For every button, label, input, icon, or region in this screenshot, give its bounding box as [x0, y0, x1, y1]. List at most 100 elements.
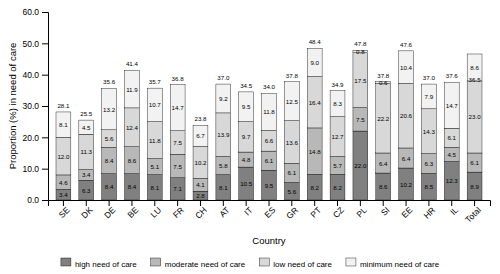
- bar-segment: [170, 131, 185, 155]
- tick: 60.0: [22, 7, 48, 17]
- data-label: 7.1: [173, 185, 182, 192]
- bar-segment: [467, 153, 482, 172]
- axis-line: [42, 13, 49, 201]
- data-label: 9.2: [219, 95, 228, 102]
- legend: high need of caremoderate need of carelo…: [61, 258, 440, 269]
- data-label: 4.6: [59, 179, 68, 186]
- total-label: 37.8: [286, 72, 299, 79]
- data-label: 5.1: [150, 163, 159, 170]
- tick: 40.0: [22, 70, 48, 80]
- tick-label: 20.0: [22, 133, 39, 143]
- data-label: 6.4: [379, 160, 388, 167]
- data-label: 4.5: [447, 151, 456, 158]
- tick-label: PL: [354, 205, 369, 220]
- y-axis-title: Proportion (%) in need of care: [7, 43, 18, 170]
- bar-segment: [330, 117, 345, 157]
- total-label: 23.8: [194, 115, 207, 122]
- total-label: 37.8: [377, 72, 390, 79]
- tick-label: Total: [463, 205, 483, 225]
- data-label: 9.5: [242, 103, 251, 110]
- bar-segment: [56, 189, 71, 200]
- bar-segment: [307, 128, 322, 174]
- data-label: 8.2: [333, 184, 342, 191]
- tick-label: IT: [242, 205, 254, 217]
- bar-segment: [353, 53, 368, 108]
- bar-segment: [102, 174, 117, 200]
- bar-segment: [102, 130, 117, 148]
- data-label: 6.3: [425, 160, 434, 167]
- bars: [56, 48, 482, 200]
- tick: PL: [354, 200, 369, 219]
- total-label: 37.6: [446, 72, 459, 79]
- bar-segment: [147, 159, 162, 175]
- x-axis: SEDKDEBELUFRCHATITESGRPTCZPLSIEEHRILTota…: [49, 200, 491, 225]
- data-label: 8.1: [219, 184, 228, 191]
- tick-mark: [42, 200, 48, 201]
- bar-segment: [330, 91, 345, 117]
- bar-segment: [56, 112, 71, 137]
- chart: 3.46.38.48.48.17.12.88.110.59.55.68.28.2…: [0, 0, 500, 274]
- tick: FR: [171, 200, 186, 220]
- data-label: 8.9: [470, 183, 479, 190]
- data-label: 10.2: [194, 159, 207, 166]
- tick: CZ: [331, 200, 346, 220]
- bar-segment: [125, 174, 140, 200]
- tick-label: CZ: [331, 205, 346, 220]
- bar-segment: [353, 108, 368, 132]
- data-label: 7.5: [356, 116, 365, 123]
- data-label: 22.2: [377, 115, 390, 122]
- bar-segment: [307, 48, 322, 76]
- x-axis-title: Country: [252, 235, 286, 246]
- data-label: 5.8: [219, 162, 228, 169]
- tick-label: CH: [193, 205, 209, 221]
- data-label: 8.2: [310, 184, 319, 191]
- data-label: 4.5: [82, 124, 91, 131]
- total-label: 34.5: [240, 82, 253, 89]
- tick-label: FR: [171, 205, 186, 220]
- total-label: 36.5: [469, 76, 482, 83]
- data-label: 6.3: [82, 187, 91, 194]
- tick-label: 50.0: [22, 39, 39, 49]
- tick: IL: [448, 200, 460, 217]
- bar-segment: [444, 161, 459, 200]
- data-label: 12.7: [332, 133, 345, 140]
- tick: EE: [399, 200, 414, 220]
- total-label: 47.6: [400, 41, 413, 48]
- data-label: 12.3: [446, 177, 459, 184]
- tick-label: HR: [422, 205, 438, 221]
- tick: 10.0: [22, 164, 48, 174]
- data-label: 14.7: [172, 104, 185, 111]
- data-label: 8.3: [333, 100, 342, 107]
- bar-segment: [239, 152, 254, 167]
- data-label: 10.5: [240, 180, 253, 187]
- bar-segment: [330, 156, 345, 174]
- data-label: 12.4: [126, 124, 139, 131]
- tick-label: 60.0: [22, 7, 39, 17]
- tick: ES: [262, 200, 277, 220]
- plot: 3.46.38.48.48.17.12.88.110.59.55.68.28.2…: [22, 7, 490, 224]
- bar-segment: [399, 51, 414, 84]
- data-label: 8.6: [128, 157, 137, 164]
- bar-segment: [444, 147, 459, 161]
- tick: 30.0: [22, 101, 48, 111]
- bar-segment: [56, 175, 71, 189]
- bar-segment: [284, 182, 299, 200]
- tick-label: EE: [399, 205, 414, 220]
- bar-segment: [193, 125, 208, 146]
- bar-segment: [193, 178, 208, 191]
- bar-segment: [444, 82, 459, 128]
- tick-label: DK: [79, 205, 95, 221]
- bar-segment: [262, 170, 277, 200]
- data-labels: 3.46.38.48.48.17.12.88.110.59.55.68.28.2…: [57, 38, 481, 199]
- data-label: 8.4: [105, 183, 114, 190]
- legend-swatch: [346, 258, 356, 266]
- bar-segment: [193, 191, 208, 200]
- data-label: 10.4: [400, 64, 413, 71]
- tick-mark: [42, 137, 48, 138]
- legend-label: moderate need of care: [165, 260, 246, 269]
- bar-segment: [102, 88, 117, 129]
- tick: IT: [242, 200, 254, 217]
- data-label: 11.8: [149, 137, 161, 144]
- y-axis: 0.010.020.030.040.050.060.0: [22, 7, 48, 205]
- tick-mark: [42, 43, 48, 44]
